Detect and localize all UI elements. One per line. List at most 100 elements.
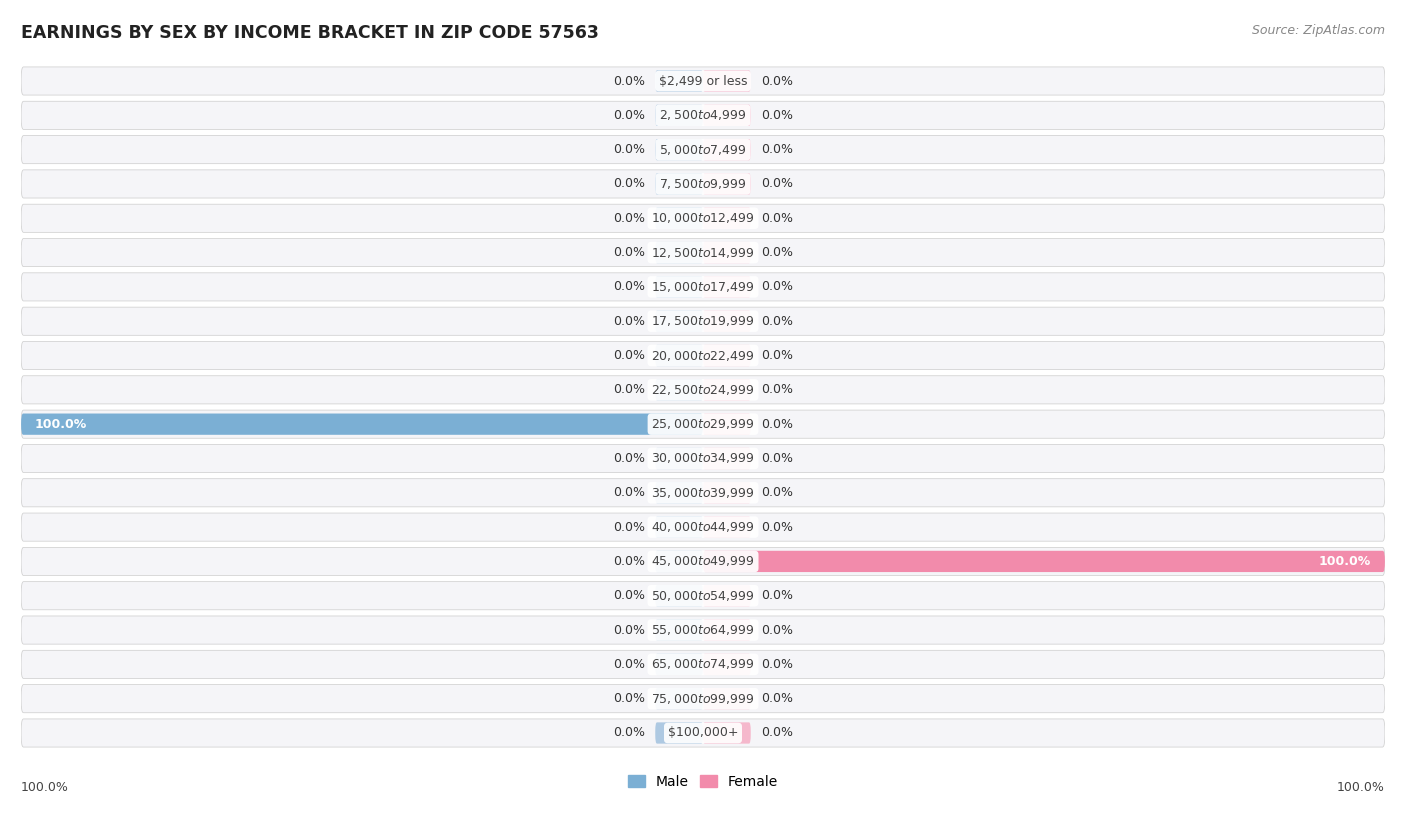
Text: $65,000 to $74,999: $65,000 to $74,999 bbox=[651, 658, 755, 672]
FancyBboxPatch shape bbox=[655, 551, 703, 572]
Text: 100.0%: 100.0% bbox=[21, 781, 69, 794]
Text: $40,000 to $44,999: $40,000 to $44,999 bbox=[651, 520, 755, 534]
FancyBboxPatch shape bbox=[21, 101, 1385, 129]
FancyBboxPatch shape bbox=[703, 345, 751, 366]
FancyBboxPatch shape bbox=[655, 208, 703, 229]
FancyBboxPatch shape bbox=[21, 67, 1385, 95]
Text: $30,000 to $34,999: $30,000 to $34,999 bbox=[651, 452, 755, 466]
Text: $12,500 to $14,999: $12,500 to $14,999 bbox=[651, 246, 755, 260]
Text: 0.0%: 0.0% bbox=[761, 177, 793, 190]
Text: 0.0%: 0.0% bbox=[613, 212, 645, 225]
FancyBboxPatch shape bbox=[703, 722, 751, 744]
FancyBboxPatch shape bbox=[655, 516, 703, 538]
FancyBboxPatch shape bbox=[703, 379, 751, 400]
Text: 0.0%: 0.0% bbox=[761, 383, 793, 396]
Text: 0.0%: 0.0% bbox=[761, 315, 793, 328]
FancyBboxPatch shape bbox=[655, 654, 703, 675]
FancyBboxPatch shape bbox=[655, 139, 703, 160]
FancyBboxPatch shape bbox=[655, 276, 703, 298]
FancyBboxPatch shape bbox=[655, 619, 703, 641]
Text: 0.0%: 0.0% bbox=[761, 692, 793, 705]
FancyBboxPatch shape bbox=[655, 482, 703, 503]
Text: 0.0%: 0.0% bbox=[761, 521, 793, 534]
FancyBboxPatch shape bbox=[655, 722, 703, 744]
FancyBboxPatch shape bbox=[21, 479, 1385, 507]
FancyBboxPatch shape bbox=[21, 513, 1385, 541]
Text: 100.0%: 100.0% bbox=[35, 418, 87, 431]
FancyBboxPatch shape bbox=[703, 173, 751, 195]
Text: $100,000+: $100,000+ bbox=[668, 727, 738, 739]
FancyBboxPatch shape bbox=[703, 414, 751, 435]
FancyBboxPatch shape bbox=[21, 307, 1385, 335]
FancyBboxPatch shape bbox=[21, 341, 1385, 370]
Text: $5,000 to $7,499: $5,000 to $7,499 bbox=[659, 142, 747, 156]
FancyBboxPatch shape bbox=[21, 582, 1385, 610]
FancyBboxPatch shape bbox=[703, 242, 751, 263]
Legend: Male, Female: Male, Female bbox=[628, 775, 778, 789]
Text: $2,500 to $4,999: $2,500 to $4,999 bbox=[659, 108, 747, 122]
FancyBboxPatch shape bbox=[21, 414, 703, 435]
FancyBboxPatch shape bbox=[655, 70, 703, 92]
FancyBboxPatch shape bbox=[703, 311, 751, 332]
Text: 0.0%: 0.0% bbox=[613, 658, 645, 671]
FancyBboxPatch shape bbox=[21, 650, 1385, 678]
Text: 0.0%: 0.0% bbox=[613, 452, 645, 465]
FancyBboxPatch shape bbox=[703, 551, 1385, 572]
Text: 0.0%: 0.0% bbox=[761, 658, 793, 671]
Text: 0.0%: 0.0% bbox=[761, 452, 793, 465]
FancyBboxPatch shape bbox=[655, 585, 703, 606]
Text: 0.0%: 0.0% bbox=[613, 143, 645, 156]
FancyBboxPatch shape bbox=[703, 654, 751, 675]
FancyBboxPatch shape bbox=[655, 173, 703, 195]
FancyBboxPatch shape bbox=[21, 204, 1385, 232]
FancyBboxPatch shape bbox=[21, 273, 1385, 301]
FancyBboxPatch shape bbox=[655, 345, 703, 366]
Text: $17,500 to $19,999: $17,500 to $19,999 bbox=[651, 314, 755, 328]
FancyBboxPatch shape bbox=[21, 444, 1385, 473]
Text: $25,000 to $29,999: $25,000 to $29,999 bbox=[651, 417, 755, 431]
Text: 0.0%: 0.0% bbox=[613, 177, 645, 190]
Text: $22,500 to $24,999: $22,500 to $24,999 bbox=[651, 383, 755, 397]
FancyBboxPatch shape bbox=[703, 482, 751, 503]
Text: 0.0%: 0.0% bbox=[761, 212, 793, 225]
Text: 0.0%: 0.0% bbox=[613, 521, 645, 534]
Text: 0.0%: 0.0% bbox=[613, 349, 645, 362]
Text: 0.0%: 0.0% bbox=[761, 75, 793, 87]
Text: $35,000 to $39,999: $35,000 to $39,999 bbox=[651, 486, 755, 500]
Text: 100.0%: 100.0% bbox=[1337, 781, 1385, 794]
Text: 0.0%: 0.0% bbox=[613, 109, 645, 122]
Text: 0.0%: 0.0% bbox=[761, 109, 793, 122]
FancyBboxPatch shape bbox=[21, 685, 1385, 713]
Text: 0.0%: 0.0% bbox=[761, 589, 793, 602]
FancyBboxPatch shape bbox=[703, 585, 751, 606]
Text: 0.0%: 0.0% bbox=[761, 246, 793, 259]
FancyBboxPatch shape bbox=[703, 139, 751, 160]
FancyBboxPatch shape bbox=[21, 170, 1385, 198]
FancyBboxPatch shape bbox=[655, 448, 703, 469]
Text: 0.0%: 0.0% bbox=[613, 315, 645, 328]
Text: 100.0%: 100.0% bbox=[1319, 555, 1371, 568]
Text: $7,500 to $9,999: $7,500 to $9,999 bbox=[659, 177, 747, 191]
FancyBboxPatch shape bbox=[655, 242, 703, 263]
Text: $55,000 to $64,999: $55,000 to $64,999 bbox=[651, 623, 755, 637]
FancyBboxPatch shape bbox=[703, 516, 751, 538]
Text: 0.0%: 0.0% bbox=[761, 418, 793, 431]
FancyBboxPatch shape bbox=[703, 276, 751, 298]
FancyBboxPatch shape bbox=[21, 136, 1385, 164]
FancyBboxPatch shape bbox=[21, 719, 1385, 747]
Text: 0.0%: 0.0% bbox=[761, 349, 793, 362]
Text: $20,000 to $22,499: $20,000 to $22,499 bbox=[651, 348, 755, 362]
FancyBboxPatch shape bbox=[655, 105, 703, 126]
FancyBboxPatch shape bbox=[655, 688, 703, 709]
FancyBboxPatch shape bbox=[21, 239, 1385, 267]
FancyBboxPatch shape bbox=[703, 105, 751, 126]
FancyBboxPatch shape bbox=[655, 311, 703, 332]
Text: 0.0%: 0.0% bbox=[761, 727, 793, 739]
Text: 0.0%: 0.0% bbox=[613, 75, 645, 87]
Text: 0.0%: 0.0% bbox=[613, 383, 645, 396]
Text: $2,499 or less: $2,499 or less bbox=[659, 75, 747, 87]
FancyBboxPatch shape bbox=[703, 619, 751, 641]
Text: 0.0%: 0.0% bbox=[613, 692, 645, 705]
Text: EARNINGS BY SEX BY INCOME BRACKET IN ZIP CODE 57563: EARNINGS BY SEX BY INCOME BRACKET IN ZIP… bbox=[21, 24, 599, 42]
Text: $10,000 to $12,499: $10,000 to $12,499 bbox=[651, 212, 755, 225]
